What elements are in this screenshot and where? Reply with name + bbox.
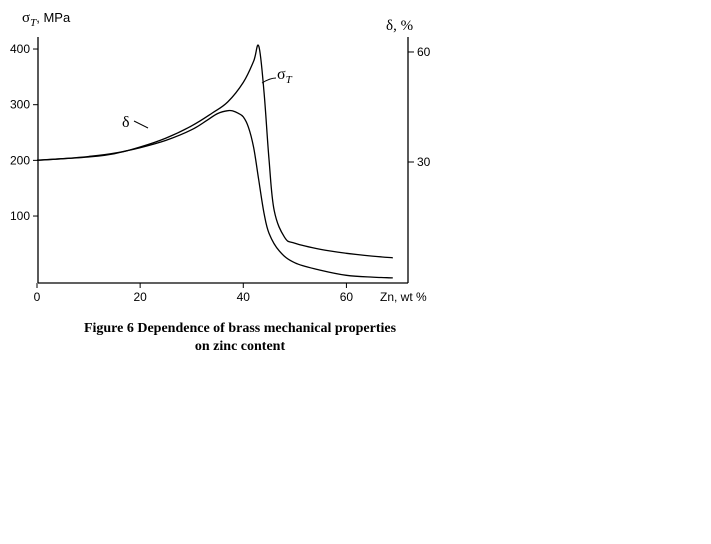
figure-caption: Figure 6 Dependence of brass mechanical …: [40, 320, 440, 356]
curves-layer: [36, 44, 393, 279]
x-tick-label-20: 20: [133, 290, 147, 304]
x-tick-label-40: 40: [237, 290, 251, 304]
y-axis-left-title: σT, MPa: [22, 10, 71, 29]
y-left-tick-label-400: 400: [10, 42, 30, 56]
y-axis-right-title: δ, %: [386, 18, 413, 34]
x-tick-label-0: 0: [34, 290, 41, 304]
x-tick-label-60: 60: [340, 290, 354, 304]
series-line-delta: [36, 109, 393, 279]
y-right-tick-label-60: 60: [417, 45, 431, 59]
x-axis-title: Zn, wt %: [380, 290, 427, 304]
series-line-sigma: [36, 44, 393, 259]
ticks-layer: 0 20 40 60 100 200 300 400 30 60: [10, 42, 431, 304]
series-label-sigma: σT: [277, 66, 293, 86]
series-label-delta: δ: [122, 114, 130, 131]
caption-line-1: Figure 6 Dependence of brass mechanical …: [83, 321, 397, 336]
sigma-leader-line: [261, 77, 277, 84]
delta-leader-line: [133, 120, 149, 129]
caption-line-2: on zinc content: [194, 339, 286, 354]
y-left-tick-label-300: 300: [10, 98, 30, 112]
y-left-tick-label-100: 100: [10, 209, 30, 223]
chart-svg: σT, MPa δ, % Zn, wt % 0 20 40 60 100 200 300 40…: [10, 10, 431, 304]
y-left-tick-label-200: 200: [10, 153, 30, 167]
y-right-tick-label-30: 30: [417, 155, 431, 169]
